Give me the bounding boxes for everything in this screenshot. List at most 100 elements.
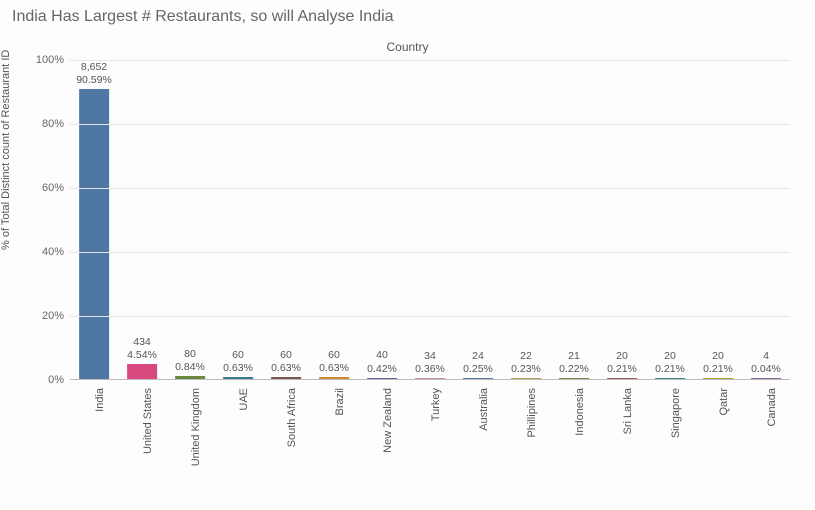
x-tick-label: Canada	[766, 388, 778, 427]
bar	[175, 376, 205, 379]
bar-pct: 4.54%	[127, 349, 157, 362]
x-tick-slot: United States	[118, 382, 166, 502]
x-axis: India United States United Kingdom UAE South…	[70, 382, 790, 502]
bar-pct: 0.21%	[607, 363, 637, 376]
bar-slot: 200.21%	[598, 60, 646, 379]
x-tick-label: United States	[142, 388, 154, 454]
bar	[511, 378, 541, 379]
bar-count: 22	[511, 350, 541, 363]
x-tick-slot: United Kingdom	[166, 382, 214, 502]
x-tick-slot: Phillipines	[502, 382, 550, 502]
bar-count: 60	[319, 349, 349, 362]
bar-slot: 4344.54%	[118, 60, 166, 379]
bar-count: 434	[127, 336, 157, 349]
bar-count: 20	[703, 350, 733, 363]
x-tick-slot: Indonesia	[550, 382, 598, 502]
bar-value-label: 600.63%	[271, 349, 301, 375]
bar-slot: 800.84%	[166, 60, 214, 379]
bar-value-label: 600.63%	[319, 349, 349, 375]
bar-value-label: 240.25%	[463, 350, 493, 376]
chart-subtitle: Country	[0, 40, 815, 54]
plot-area: 8,65290.59%4344.54%800.84%600.63%600.63%…	[70, 60, 790, 380]
bar-slot: 220.23%	[502, 60, 550, 379]
x-tick-label: Brazil	[334, 388, 346, 416]
grid-line	[70, 316, 790, 317]
bar-count: 20	[655, 350, 685, 363]
y-tick-label: 100%	[36, 54, 70, 66]
bar	[559, 378, 589, 379]
bar-count: 21	[559, 350, 589, 363]
y-tick-label: 80%	[42, 118, 70, 130]
bar-pct: 90.59%	[76, 74, 112, 87]
bar-count: 60	[223, 349, 253, 362]
bar-slot: 400.42%	[358, 60, 406, 379]
x-tick-label: Turkey	[430, 388, 442, 421]
bar-value-label: 220.23%	[511, 350, 541, 376]
bar-slot: 600.63%	[262, 60, 310, 379]
y-tick-label: 40%	[42, 246, 70, 258]
x-tick-label: Singapore	[670, 388, 682, 438]
bar-count: 80	[175, 348, 205, 361]
x-tick-label: Indonesia	[574, 388, 586, 436]
bar	[415, 378, 445, 379]
bar	[655, 378, 685, 379]
bar-pct: 0.04%	[751, 363, 781, 376]
bar-pct: 0.25%	[463, 363, 493, 376]
bar	[751, 378, 781, 379]
bar-pct: 0.21%	[703, 363, 733, 376]
x-tick-label: Qatar	[718, 388, 730, 416]
x-tick-slot: Australia	[454, 382, 502, 502]
bar-value-label: 800.84%	[175, 348, 205, 374]
bar	[127, 364, 157, 379]
bar-value-label: 210.22%	[559, 350, 589, 376]
bar-pct: 0.63%	[319, 362, 349, 375]
bar	[223, 377, 253, 379]
bar-pct: 0.84%	[175, 361, 205, 374]
x-tick-slot: Sri Lanka	[598, 382, 646, 502]
y-axis-label: % of Total Distinct count of Restaurant …	[0, 50, 12, 250]
y-tick-label: 20%	[42, 310, 70, 322]
x-tick-label: UAE	[238, 388, 250, 411]
bar-slot: 600.63%	[310, 60, 358, 379]
bar-value-label: 200.21%	[607, 350, 637, 376]
grid-line	[70, 124, 790, 125]
bar-slot: 8,65290.59%	[70, 60, 118, 379]
bar-value-label: 4344.54%	[127, 336, 157, 362]
x-tick-slot: Singapore	[646, 382, 694, 502]
x-tick-slot: New Zealand	[358, 382, 406, 502]
grid-line	[70, 188, 790, 189]
bar-value-label: 200.21%	[655, 350, 685, 376]
bar-count: 24	[463, 350, 493, 363]
bar-slot: 240.25%	[454, 60, 502, 379]
bar-value-label: 600.63%	[223, 349, 253, 375]
x-tick-slot: India	[70, 382, 118, 502]
bar	[271, 377, 301, 379]
bar-pct: 0.63%	[271, 362, 301, 375]
chart-container: India Has Largest # Restaurants, so will…	[0, 0, 815, 510]
x-tick-slot: UAE	[214, 382, 262, 502]
bar-value-label: 8,65290.59%	[76, 61, 112, 87]
bar	[703, 378, 733, 379]
bar-pct: 0.21%	[655, 363, 685, 376]
x-tick-slot: Brazil	[310, 382, 358, 502]
bar	[319, 377, 349, 379]
bar-count: 8,652	[76, 61, 112, 74]
x-tick-slot: Qatar	[694, 382, 742, 502]
bar	[367, 378, 397, 379]
bar-slot: 200.21%	[694, 60, 742, 379]
x-tick-label: New Zealand	[382, 388, 394, 453]
bar-slot: 40.04%	[742, 60, 790, 379]
bar-pct: 0.36%	[415, 363, 445, 376]
x-tick-label: United Kingdom	[190, 388, 202, 466]
bar-slot: 340.36%	[406, 60, 454, 379]
bar-count: 40	[367, 349, 397, 362]
bar	[79, 89, 109, 379]
bar-pct: 0.22%	[559, 363, 589, 376]
x-tick-label: Australia	[478, 388, 490, 431]
grid-line	[70, 252, 790, 253]
x-tick-slot: South Africa	[262, 382, 310, 502]
bar-value-label: 200.21%	[703, 350, 733, 376]
bar-count: 4	[751, 350, 781, 363]
x-tick-label: Sri Lanka	[622, 388, 634, 434]
x-tick-label: Phillipines	[526, 388, 538, 438]
